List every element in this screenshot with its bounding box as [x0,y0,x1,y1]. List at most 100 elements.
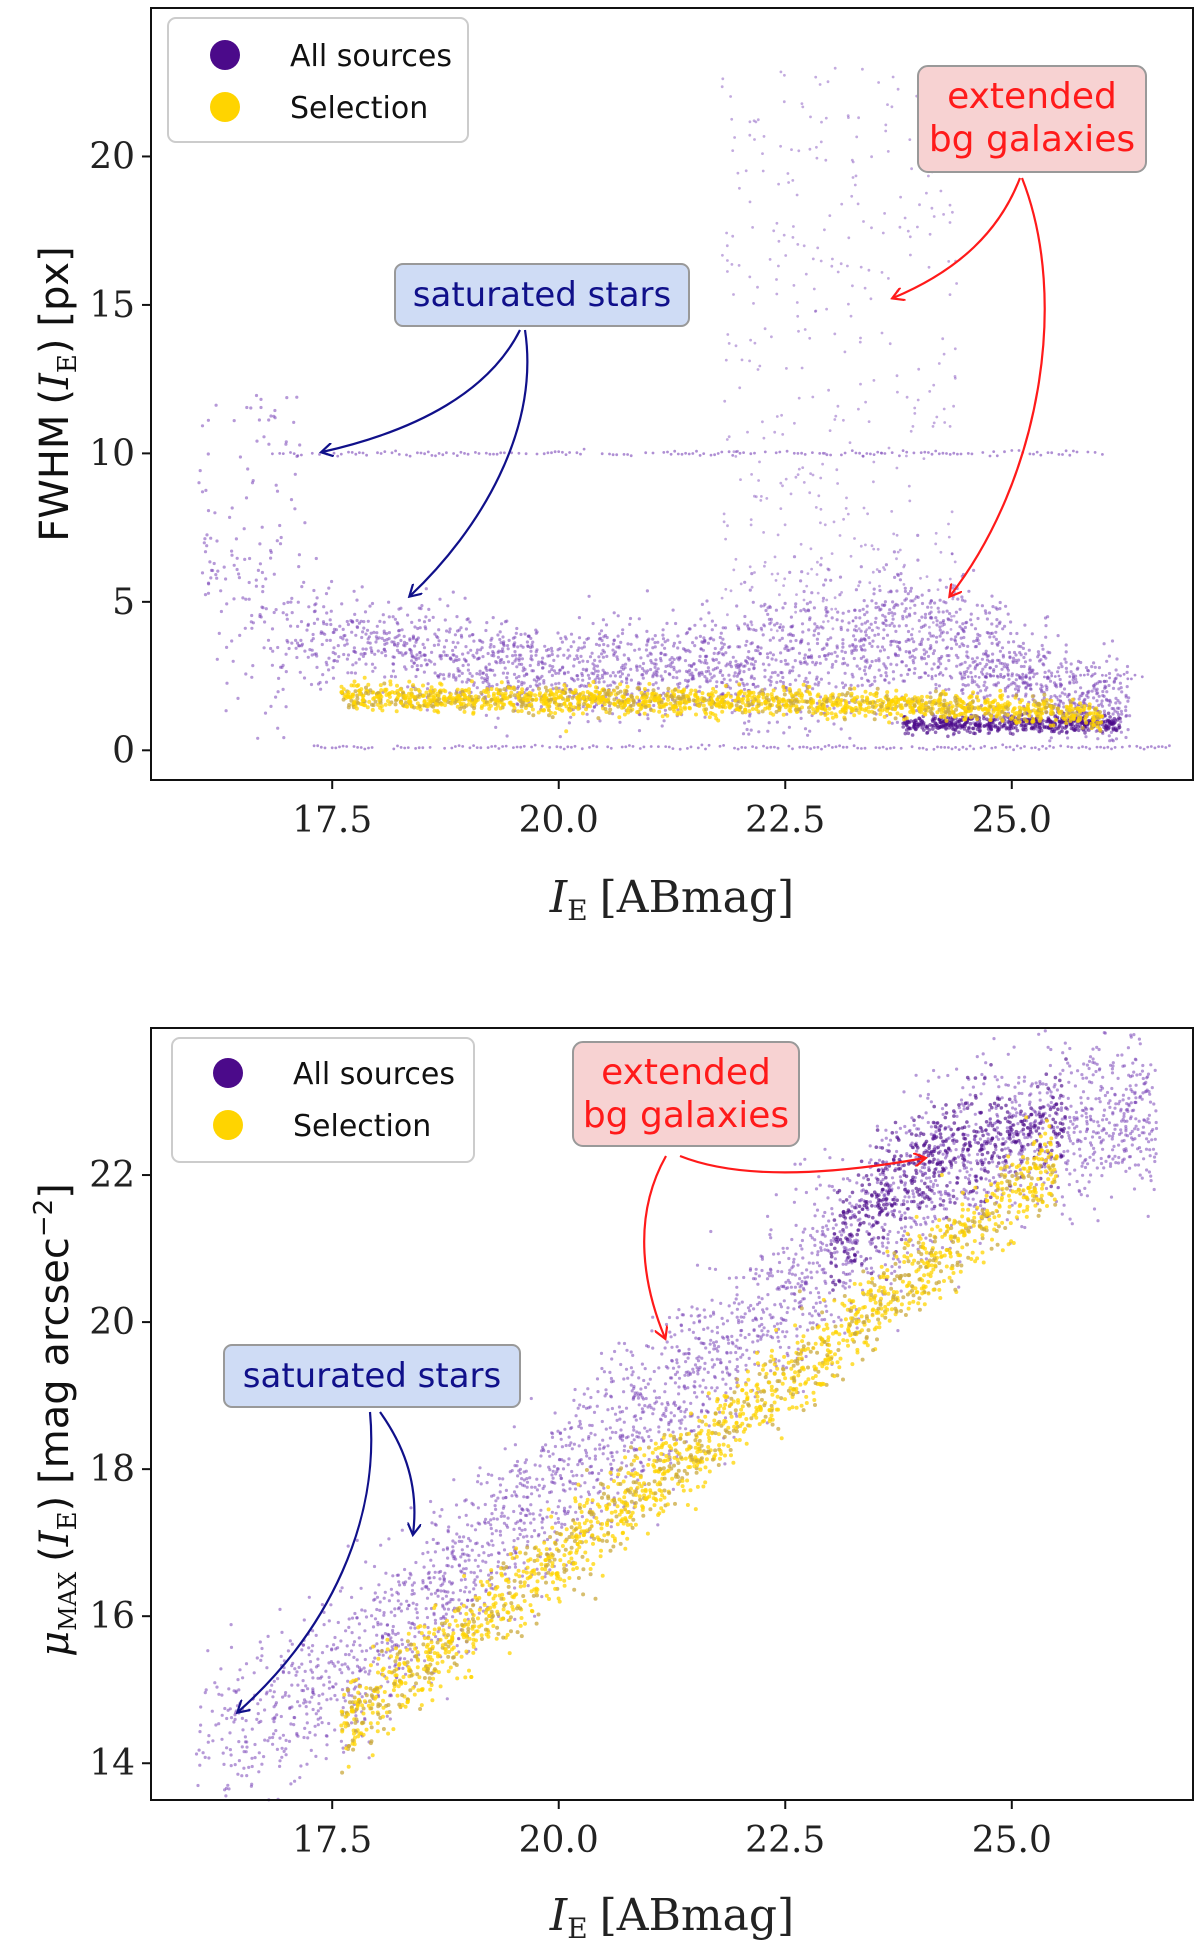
fwhm-point-all-sources [597,677,602,681]
fwhm-point-all-sources [315,654,319,658]
fwhm-point-all-sources [960,598,965,602]
fwhm-point-selection [530,707,535,712]
fwhm-point-all-sources [803,653,807,657]
fwhm-point-all-sources [781,675,785,680]
fwhm-point-stripe [495,452,499,456]
fwhm-point-stripe [1101,453,1104,456]
fwhm-point-all-sources [459,626,463,630]
fwhm-point-all-sources [997,622,1001,626]
fwhm-point-all-sources [884,563,889,567]
fwhm-point-all-sources [721,673,725,678]
fwhm-point-all-sources [275,539,279,543]
fwhm-point-selection [383,702,388,707]
fwhm-point-selection [885,690,890,695]
fwhm-point-stripe [869,452,872,456]
fwhm-point-all-sources [904,639,908,644]
fwhm-point-all-sources [368,604,372,608]
fwhm-point-all-sources [775,221,779,225]
fwhm-point-all-sources [812,606,817,610]
fwhm-point-all-sources [980,604,985,608]
fwhm-point-stripe [968,744,972,748]
fwhm-point-stripe [995,454,999,458]
fwhm-point-all-sources [826,637,830,642]
fwhm-point-all-sources [540,660,544,664]
fwhm-point-all-sources [814,75,818,79]
fwhm-point-stripe [615,453,619,457]
fwhm-point-all-sources [1111,686,1116,691]
fwhm-point-stripe [1035,450,1039,454]
fwhm-point-all-sources [728,678,732,682]
fwhm-point-all-sources [734,557,738,561]
fwhm-point-stripe [405,453,408,457]
fwhm-point-stripe [988,673,992,676]
fwhm-point-all-sources [635,668,639,672]
fwhm-point-stripe [876,450,880,454]
fwhm-point-all-sources [743,614,747,619]
fwhm-point-all-sources [794,610,797,614]
fwhm-point-all-sources [1019,653,1023,657]
fwhm-point-all-sources [957,719,962,723]
fwhm-point-stripe [361,451,365,455]
fwhm-point-all-sources [913,597,917,601]
fwhm-point-all-sources [775,415,779,418]
fwhm-point-all-sources [963,599,967,603]
fwhm-point-selection [817,699,822,704]
fwhm-point-stripe [352,745,356,748]
fwhm-point-all-sources [944,601,948,605]
fwhm-point-all-sources [743,622,747,626]
fwhm-point-selection [852,713,857,718]
fwhm-point-selection [382,681,387,686]
fwhm-point-all-sources [828,429,832,432]
fwhm-point-all-sources [790,148,793,152]
fwhm-point-all-sources [863,672,868,676]
fwhm-point-all-sources [906,629,911,634]
fwhm-point-all-sources [830,607,834,611]
fwhm-point-all-sources [878,608,882,612]
fwhm-point-stripe [330,746,334,750]
fwhm-point-all-sources [328,618,332,622]
fwhm-point-all-sources [745,661,750,665]
fwhm-point-all-sources [967,589,971,593]
fwhm-point-all-sources [805,602,810,606]
fwhm-point-all-sources [276,645,280,650]
fwhm-point-stripe [936,745,939,749]
fwhm-point-all-sources [793,659,797,663]
fwhm-point-all-sources [276,690,280,694]
fwhm-point-all-sources [364,662,368,666]
fwhm-point-all-sources [787,648,791,652]
fwhm-point-all-sources [898,640,902,644]
fwhm-point-all-sources [1031,668,1035,672]
fwhm-point-all-sources [1079,686,1083,690]
fwhm-point-selection [976,698,981,703]
fwhm-point-all-sources [345,638,349,642]
fwhm-point-selection [479,706,484,710]
fwhm-point-all-sources [995,618,999,622]
fwhm-point-all-sources [889,662,893,666]
fwhm-point-all-sources [779,623,783,626]
fwhm-point-all-sources [869,622,873,626]
fwhm-point-all-sources [387,637,391,641]
fwhm-point-all-sources [1114,701,1118,705]
fwhm-point-stripe [403,746,407,750]
fwhm-point-all-sources [365,628,370,632]
fwhm-point-all-sources [492,645,496,649]
fwhm-point-selection [511,685,516,690]
fwhm-point-selection [1099,720,1104,725]
fwhm-point-all-sources [580,646,584,650]
fwhm-point-all-sources [342,652,346,657]
fwhm-point-stripe [365,453,368,457]
fwhm-point-all-sources [799,639,803,644]
fwhm-point-stripe [927,674,930,677]
fwhm-point-all-sources [232,419,236,423]
fwhm-point-all-sources [925,724,930,729]
fwhm-point-stripe [881,745,885,749]
fwhm-point-all-sources [1106,711,1111,716]
fwhm-point-stripe [678,747,682,751]
fwhm-point-stripe [1023,745,1026,748]
fwhm-point-all-sources [858,616,862,620]
fwhm-point-all-sources [200,490,205,494]
fwhm-point-stripe [399,746,403,749]
fwhm-point-all-sources [795,193,799,197]
fwhm-point-all-sources [576,656,580,661]
fwhm-point-all-sources [402,634,406,639]
